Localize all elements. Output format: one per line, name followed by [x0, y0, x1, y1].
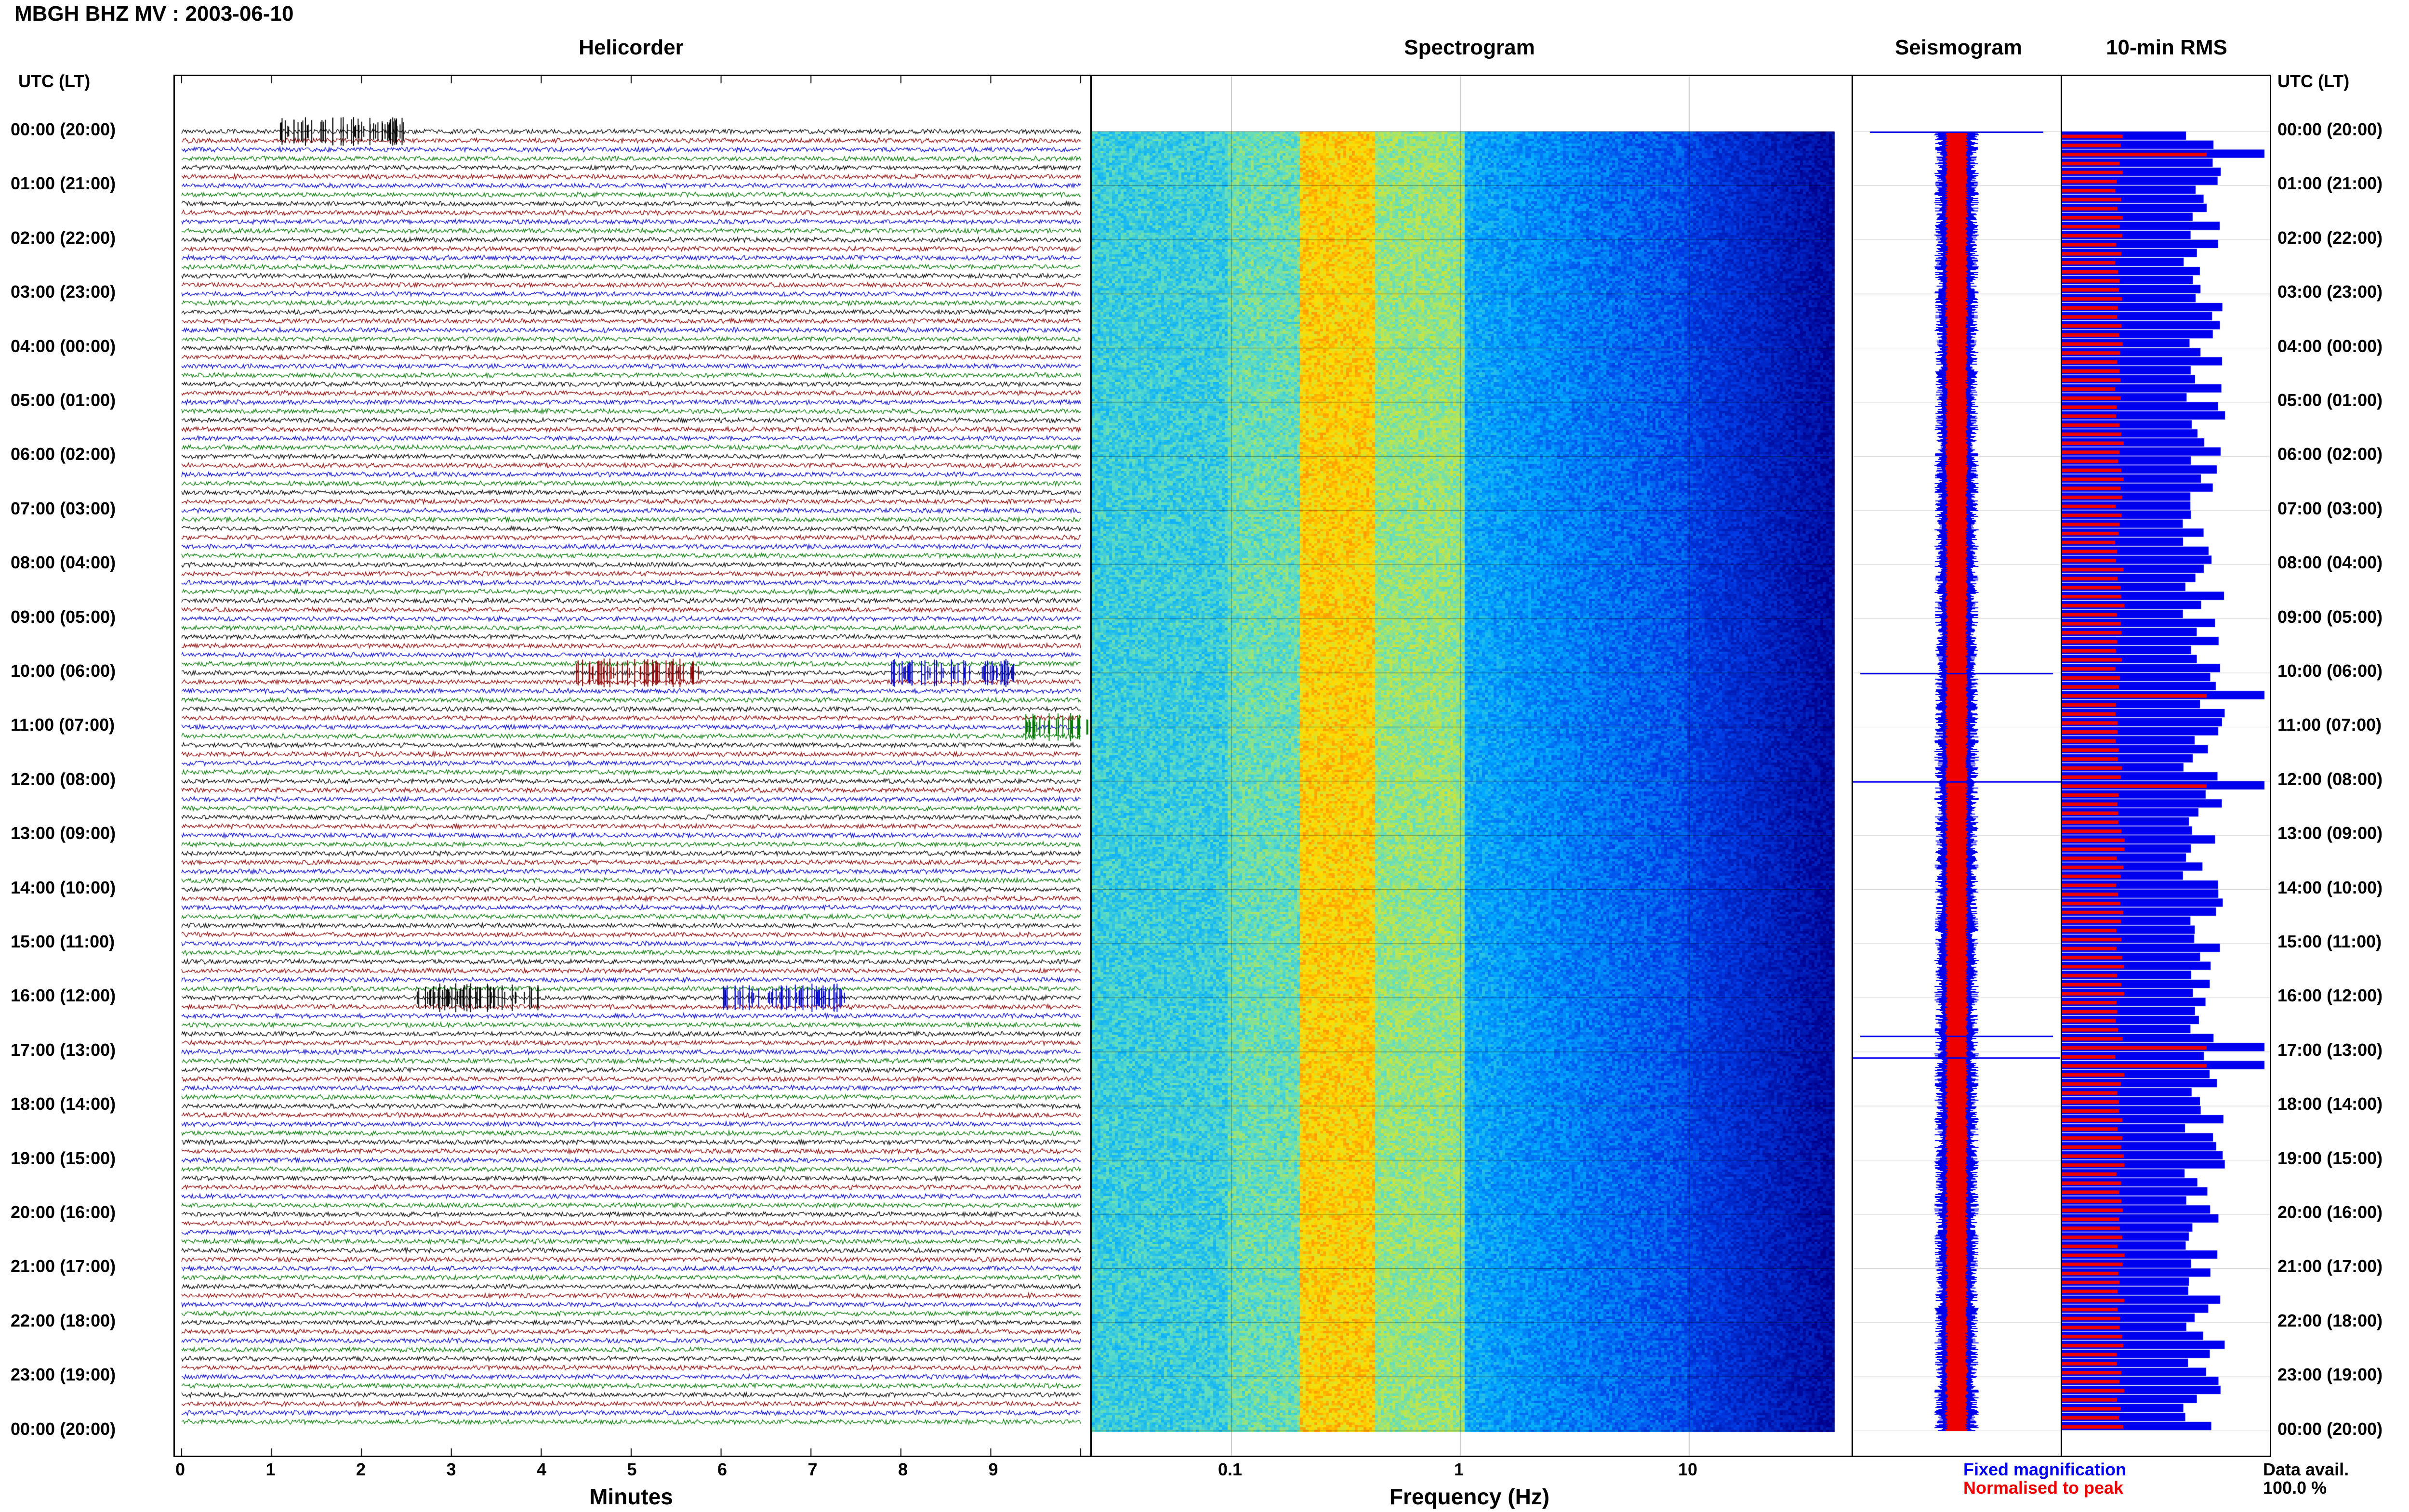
hour-label: 14:00 (10:00)	[2277, 877, 2383, 897]
hour-label: 08:00 (04:00)	[2277, 552, 2383, 573]
hour-label: 03:00 (23:00)	[2277, 282, 2383, 302]
hour-label: 00:00 (20:00)	[2277, 1419, 2383, 1439]
hour-label: 21:00 (17:00)	[2277, 1256, 2383, 1276]
hour-label: 06:00 (02:00)	[2277, 444, 2383, 464]
helicorder-x-tick: 8	[898, 1459, 908, 1479]
helicorder-panel	[173, 75, 1092, 1457]
hour-label: 15:00 (11:00)	[11, 932, 115, 951]
spectrogram-x-tick: 10	[1678, 1459, 1698, 1479]
plot-title: MBGH BHZ MV : 2003-06-10	[14, 2, 294, 26]
helicorder-x-tick: 0	[175, 1459, 185, 1479]
spectrogram-title: Spectrogram	[1404, 36, 1535, 59]
hour-label: 21:00 (17:00)	[11, 1256, 116, 1276]
hour-label: 17:00 (13:00)	[2277, 1039, 2383, 1060]
hour-label: 00:00 (20:00)	[2277, 119, 2383, 139]
hour-label: 16:00 (12:00)	[11, 986, 116, 1006]
helicorder-canvas	[175, 76, 1090, 1456]
hour-label: 00:00 (20:00)	[11, 119, 116, 139]
hour-label: 19:00 (15:00)	[2277, 1148, 2383, 1168]
hour-label: 20:00 (16:00)	[2277, 1202, 2383, 1222]
helicorder-x-tick: 7	[807, 1459, 818, 1479]
hour-label: 22:00 (18:00)	[11, 1310, 116, 1330]
hour-label: 09:00 (05:00)	[2277, 606, 2383, 627]
helicorder-x-tick: 6	[717, 1459, 728, 1479]
hour-label: 17:00 (13:00)	[11, 1039, 116, 1060]
rms-panel	[2061, 75, 2271, 1457]
data-avail-value: 100.0 %	[2263, 1478, 2327, 1498]
hour-label: 09:00 (05:00)	[11, 606, 116, 627]
hour-label: 07:00 (03:00)	[2277, 498, 2383, 518]
legend-normalised: Normalised to peak	[1963, 1478, 2124, 1498]
hour-label: 23:00 (19:00)	[11, 1365, 116, 1385]
hour-label: 01:00 (21:00)	[2277, 173, 2383, 194]
helicorder-title: Helicorder	[579, 36, 684, 59]
helicorder-x-tick: 9	[988, 1459, 998, 1479]
hour-label: 23:00 (19:00)	[2277, 1365, 2383, 1385]
hour-label: 20:00 (16:00)	[11, 1202, 116, 1222]
utc-header-left: UTC (LT)	[18, 71, 91, 91]
hour-label: 08:00 (04:00)	[11, 552, 116, 573]
seismogram-title: Seismogram	[1894, 36, 2023, 59]
hour-label: 02:00 (22:00)	[11, 227, 116, 248]
hour-label: 04:00 (00:00)	[11, 336, 116, 356]
hour-label: 02:00 (22:00)	[2277, 227, 2383, 248]
rms-title: 10-min RMS	[2106, 36, 2227, 59]
hour-label: 18:00 (14:00)	[11, 1094, 116, 1114]
hour-label: 03:00 (23:00)	[11, 282, 116, 302]
hour-label: 04:00 (00:00)	[2277, 336, 2383, 356]
spectrogram-canvas	[1092, 76, 1852, 1456]
helicorder-x-tick: 5	[627, 1459, 637, 1479]
helicorder-x-tick: 4	[536, 1459, 547, 1479]
hour-label: 12:00 (08:00)	[11, 769, 116, 789]
spectrogram-panel	[1090, 75, 1853, 1457]
hour-label: 06:00 (02:00)	[11, 444, 116, 464]
helicorder-x-label: Minutes	[589, 1484, 673, 1509]
hour-label: 22:00 (18:00)	[2277, 1310, 2383, 1330]
helicorder-x-tick: 3	[446, 1459, 456, 1479]
hour-label: 13:00 (09:00)	[2277, 823, 2383, 843]
rms-canvas	[2062, 76, 2270, 1456]
hour-label: 11:00 (07:00)	[2277, 715, 2382, 735]
data-avail-label: Data avail.	[2263, 1459, 2349, 1479]
hour-label: 00:00 (20:00)	[11, 1419, 116, 1439]
helicorder-x-tick: 2	[356, 1459, 366, 1479]
spectrogram-x-tick: 0.1	[1218, 1459, 1243, 1479]
spectrogram-x-tick: 1	[1454, 1459, 1464, 1479]
legend-fixed: Fixed magnification	[1963, 1459, 2127, 1479]
hour-label: 18:00 (14:00)	[2277, 1094, 2383, 1114]
hour-label: 11:00 (07:00)	[11, 715, 115, 735]
hour-label: 15:00 (11:00)	[2277, 932, 2382, 951]
hour-label: 10:00 (06:00)	[2277, 661, 2383, 681]
helicorder-x-tick: 1	[265, 1459, 276, 1479]
hour-label: 13:00 (09:00)	[11, 823, 116, 843]
spectrogram-x-label: Frequency (Hz)	[1389, 1484, 1550, 1509]
seismogram-canvas	[1853, 76, 2061, 1456]
hour-label: 16:00 (12:00)	[2277, 986, 2383, 1006]
hour-label: 05:00 (01:00)	[11, 390, 116, 410]
hour-label: 14:00 (10:00)	[11, 877, 116, 897]
hour-label: 12:00 (08:00)	[2277, 769, 2383, 789]
hour-label: 07:00 (03:00)	[11, 498, 116, 518]
hour-label: 19:00 (15:00)	[11, 1148, 116, 1168]
utc-header-right: UTC (LT)	[2277, 71, 2350, 91]
hour-label: 10:00 (06:00)	[11, 661, 116, 681]
seismogram-panel	[1852, 75, 2062, 1457]
hour-label: 05:00 (01:00)	[2277, 390, 2383, 410]
hour-label: 01:00 (21:00)	[11, 173, 116, 194]
